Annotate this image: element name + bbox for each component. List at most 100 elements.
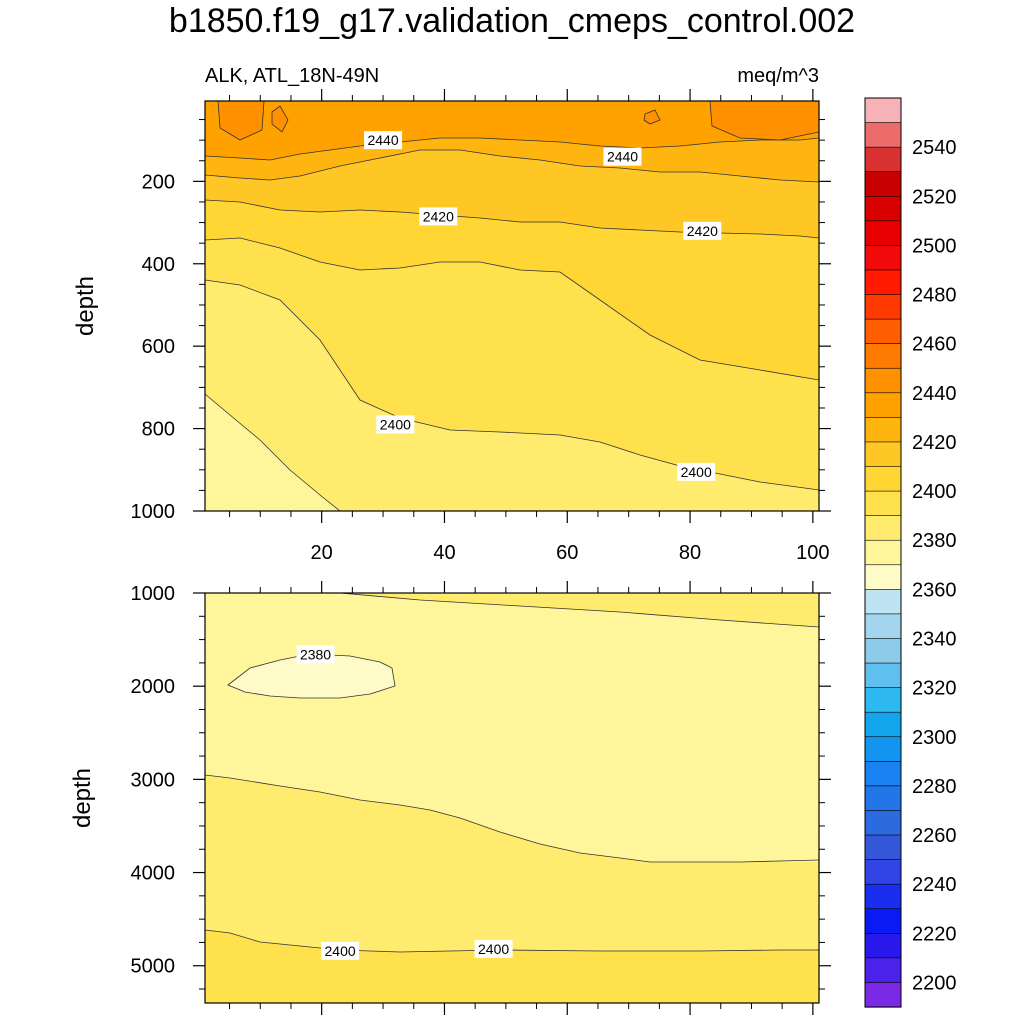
chart-title: b1850.f19_g17.validation_cmeps_control.0…	[168, 2, 856, 40]
colorbar-box	[864, 859, 902, 885]
colorbar-box	[864, 392, 902, 418]
contour-label: 2400	[478, 941, 509, 957]
x-tick-label: 80	[679, 542, 701, 564]
y-tick-label: 1000	[131, 501, 176, 523]
colorbar-box	[864, 883, 902, 910]
colorbar-label: 2240	[912, 874, 957, 896]
contour-label: 2440	[367, 132, 398, 148]
colorbar-box	[864, 711, 902, 738]
x-tick-label: 20	[311, 542, 333, 564]
contour-label-bg	[474, 939, 513, 958]
fill-band-2450-left	[218, 101, 264, 140]
colorbar-box	[864, 220, 902, 247]
y-tick-label: 1000	[131, 583, 176, 605]
colorbar-label: 2420	[912, 432, 957, 454]
colorbar-box	[864, 810, 902, 836]
contour-label-bg	[376, 415, 415, 434]
colorbar-label: 2460	[912, 334, 957, 356]
lower-contour-label-layer: 2380 2400 2400	[296, 645, 513, 960]
contour-label: 2420	[423, 208, 454, 224]
colorbar-box	[864, 490, 902, 517]
lower-y-axis-label: depth	[69, 768, 96, 828]
colorbar-label: 2300	[912, 727, 957, 749]
colorbar-box	[864, 417, 902, 443]
fill-band-2450-right	[710, 101, 819, 140]
colorbar-label: 2340	[912, 628, 957, 650]
fill-band-2450-blob2	[644, 110, 660, 124]
contour-label-bg	[683, 221, 722, 240]
y-tick-label: 3000	[131, 769, 176, 791]
upper-contour-lines	[205, 101, 819, 511]
colorbar-label: 2500	[912, 235, 957, 257]
upper-panel: 20 40 60 80 100 200 400 600 800 1000 2440 2440 2420…	[72, 89, 831, 564]
contour-label: 2400	[681, 464, 712, 480]
colorbar-label: 2200	[912, 972, 957, 994]
colorbar-box	[864, 466, 902, 492]
fill-band-2440	[205, 101, 819, 160]
right-subtitle: meq/m^3	[737, 65, 819, 87]
lower-panel: 1000 2000 3000 4000 5000 2380 2400 2400 depth	[69, 581, 831, 1015]
contour-label-bg	[364, 131, 403, 150]
colorbar-box	[864, 146, 902, 173]
y-tick-label: 200	[142, 171, 175, 193]
colorbar-box	[864, 908, 902, 934]
lower-contour-fills	[205, 593, 819, 1003]
x-tick-label: 100	[796, 542, 829, 564]
colorbar-box	[864, 662, 902, 689]
x-tick-label: 60	[556, 542, 578, 564]
lower-axes: 1000 2000 3000 4000 5000	[131, 581, 831, 1015]
colorbar-box	[864, 638, 902, 664]
upper-y-axis-label: depth	[72, 276, 99, 336]
colorbar-box	[864, 245, 902, 271]
x-tick-label: 40	[433, 542, 455, 564]
colorbar-label: 2380	[912, 530, 957, 552]
colorbar-box	[864, 539, 902, 566]
contour-label: 2420	[687, 223, 718, 239]
colorbar-box	[864, 932, 902, 959]
upper-plot-frame	[204, 100, 820, 512]
colorbar-label: 2360	[912, 579, 957, 601]
colorbar-label: 2400	[912, 481, 957, 503]
colorbar-box	[864, 171, 902, 197]
y-tick-label: 600	[142, 336, 175, 358]
colorbar-box	[864, 343, 902, 369]
fill-band-2370-blob	[228, 654, 395, 698]
lower-contour-lines	[205, 593, 819, 953]
colorbar-label: 2480	[912, 285, 957, 307]
contour-label-bg	[603, 147, 642, 166]
colorbar-box	[864, 195, 902, 222]
contour-label: 2440	[607, 149, 638, 165]
contour-label-bg	[677, 462, 716, 481]
y-tick-label: 800	[142, 419, 175, 441]
colorbar-box	[864, 367, 902, 394]
colorbar-box	[864, 589, 902, 615]
colorbar-box	[864, 957, 902, 984]
colorbar-label: 2520	[912, 186, 957, 208]
colorbar-box	[864, 318, 902, 345]
contour-label-bg	[321, 941, 360, 960]
colorbar-box	[864, 122, 902, 148]
colorbar-label: 2280	[912, 776, 957, 798]
colorbar-box	[864, 785, 902, 812]
contour-label: 2400	[325, 943, 356, 959]
y-tick-label: 2000	[131, 676, 176, 698]
colorbar-label: 2220	[912, 923, 957, 945]
colorbar-label: 2540	[912, 137, 957, 159]
colorbar-box	[864, 441, 902, 468]
upper-contour-fills	[205, 101, 819, 511]
y-tick-label: 400	[142, 254, 175, 276]
lower-plot-frame	[204, 592, 820, 1004]
colorbar-label: 2440	[912, 383, 957, 405]
colorbar-box	[864, 761, 902, 787]
colorbar-label: 2260	[912, 825, 957, 847]
colorbar-box	[864, 834, 902, 861]
fill-band-2450-blob	[272, 106, 288, 132]
contour-label-bg	[296, 645, 335, 664]
y-tick-label: 4000	[131, 863, 176, 885]
colorbar-box	[864, 982, 902, 1008]
contour-label-bg	[419, 207, 458, 226]
colorbar-frame	[864, 97, 902, 1008]
colorbar-box	[864, 687, 902, 713]
colorbar: 2540 2520 2500 2480 2460 2440 2420 2400 2380 2360…	[864, 97, 957, 1008]
